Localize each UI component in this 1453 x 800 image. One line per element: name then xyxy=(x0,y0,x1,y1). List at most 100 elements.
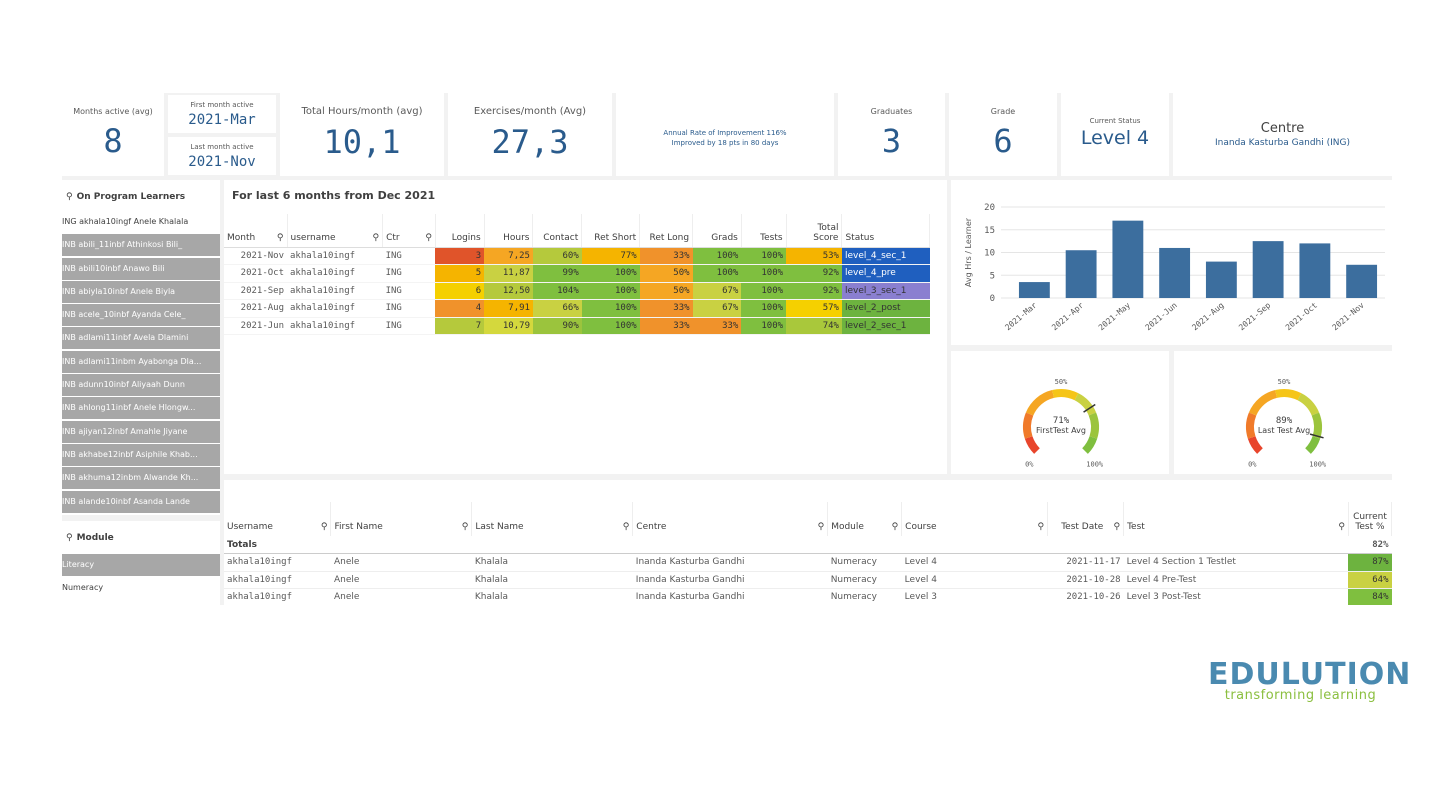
bar[interactable] xyxy=(1252,241,1284,298)
list-item[interactable]: INB acele_10inbf Ayanda Cele_ xyxy=(62,304,220,327)
list-item[interactable]: INB adlami11inbm Ayabonga Dla... xyxy=(62,350,220,373)
list-item[interactable]: ING akhala10ingf Anele Khalala xyxy=(62,211,220,233)
bar[interactable] xyxy=(1299,243,1331,298)
list-item[interactable]: Numeracy xyxy=(62,577,220,600)
column-header[interactable]: Logins xyxy=(435,214,485,248)
gauge-segment xyxy=(1311,412,1322,439)
cell-total: 57% xyxy=(786,299,842,318)
learner-filter-title: On Program Learners xyxy=(76,192,186,202)
bar[interactable] xyxy=(1205,261,1237,298)
column-header[interactable]: Username ⚲ xyxy=(224,502,332,536)
improvement-rate-text: Annual Rate of Improvement 116% xyxy=(663,129,787,137)
list-item[interactable]: INB ajiyan12inbf Amahle Jiyane xyxy=(62,420,220,443)
search-icon[interactable]: ⚲ xyxy=(461,522,469,532)
search-icon[interactable]: ⚲ xyxy=(425,232,432,243)
table-row[interactable]: 2021-Nov akhala10ingf ING 3 7,25 60% 77% 33% 100… xyxy=(224,247,930,265)
column-header-label: Module xyxy=(831,522,864,532)
cell-month: 2021-Nov xyxy=(224,247,288,265)
cell-ctr: ING xyxy=(382,264,436,283)
table-row[interactable]: akhala10ingf Anele Khalala Inanda Kasturba … xyxy=(224,588,1392,605)
brand-tagline: transforming learning xyxy=(1224,688,1377,703)
list-item[interactable]: INB akhuma12inbm Alwande Kh... xyxy=(62,467,220,490)
column-header-label: Contact xyxy=(543,232,579,243)
list-item[interactable]: INB abili_11inbf Athinkosi Bili_ xyxy=(62,234,220,257)
column-header[interactable]: Test Date ⚲ xyxy=(1047,502,1125,536)
search-icon[interactable]: ⚲ xyxy=(817,522,825,532)
list-item[interactable]: INB ahlong11inbf Anele Hlongw... xyxy=(62,397,220,420)
column-header[interactable]: Last Name ⚲ xyxy=(471,502,634,536)
search-icon[interactable]: ⚲ xyxy=(891,522,899,532)
column-header[interactable]: Total Score xyxy=(786,214,843,248)
column-header[interactable]: Month ⚲ xyxy=(224,214,288,248)
kpi-centre: Centre Inanda Kasturba Gandhi (ING) xyxy=(1173,93,1392,176)
cell-ret-long: 33% xyxy=(639,247,693,265)
search-icon[interactable]: ⚲ xyxy=(1338,522,1345,532)
kpi-value: 8 xyxy=(103,122,123,160)
totals-empty-cell xyxy=(1047,536,1124,554)
column-header-label: Ret Short xyxy=(594,232,637,243)
column-header[interactable]: Ret Short xyxy=(581,214,641,248)
column-header[interactable]: Grads xyxy=(692,214,742,248)
cell-centre: Inanda Kasturba Gandhi xyxy=(632,553,828,572)
cell-course: Level 3 xyxy=(901,588,1048,605)
search-icon[interactable]: ⚲ xyxy=(276,232,284,243)
list-item[interactable]: Literacy xyxy=(62,554,220,576)
search-icon[interactable]: ⚲ xyxy=(622,522,630,532)
cell-last-name: Khalala xyxy=(471,553,633,572)
table-row[interactable]: akhala10ingf Anele Khalala Inanda Kasturba … xyxy=(224,571,1392,589)
column-header[interactable]: Course ⚲ xyxy=(901,502,1049,536)
column-header-label: Current Test % xyxy=(1353,512,1387,532)
module-filter-header[interactable]: ⚲ Module xyxy=(62,521,220,543)
bar[interactable] xyxy=(1159,247,1191,298)
gauge-segment xyxy=(1247,436,1263,454)
column-header-label: Total Score xyxy=(813,222,839,243)
column-header[interactable]: Current Test % xyxy=(1348,502,1392,536)
cell-centre: Inanda Kasturba Gandhi xyxy=(632,571,828,589)
bar[interactable] xyxy=(1112,220,1144,298)
table-row[interactable]: 2021-Jun akhala10ingf ING 7 10,79 90% 100% 33% 3… xyxy=(224,317,930,335)
bar[interactable] xyxy=(1346,264,1378,298)
column-header[interactable]: username ⚲ xyxy=(287,214,384,248)
learner-filter-header[interactable]: ⚲ On Program Learners xyxy=(62,180,220,202)
search-icon[interactable]: ⚲ xyxy=(372,232,380,243)
improvement-points-text: Improved by 18 pts in 80 days xyxy=(671,139,779,147)
bar[interactable] xyxy=(1018,282,1050,298)
column-header[interactable]: Test ⚲ xyxy=(1123,502,1349,536)
search-icon[interactable]: ⚲ xyxy=(66,533,73,543)
column-header[interactable]: Ctr ⚲ xyxy=(382,214,436,248)
list-item[interactable]: INB akhabe12inbf Asiphile Khab... xyxy=(62,443,220,466)
column-header[interactable]: Tests xyxy=(741,214,787,248)
search-icon[interactable]: ⚲ xyxy=(1113,522,1121,532)
column-header-label: Status xyxy=(845,232,875,243)
cell-total: 92% xyxy=(786,264,842,283)
table-row[interactable]: 2021-Oct akhala10ingf ING 5 11,87 99% 100% 50% 1… xyxy=(224,264,930,283)
column-header[interactable]: Ret Long xyxy=(639,214,694,248)
column-header[interactable]: Module ⚲ xyxy=(827,502,903,536)
table-row[interactable]: akhala10ingf Anele Khalala Inanda Kasturba … xyxy=(224,553,1392,572)
monthly-table: Month ⚲ username ⚲ Ctr ⚲ Logins Hours Contact Ret… xyxy=(224,214,930,335)
column-header[interactable]: Contact xyxy=(532,214,583,248)
list-item[interactable]: INB abiyla10inbf Anele Biyla xyxy=(62,280,220,303)
column-header[interactable]: Hours xyxy=(484,214,534,248)
totals-empty-cell xyxy=(827,536,902,554)
list-item[interactable]: INB alande10inbf Asanda Lande xyxy=(62,490,220,513)
learner-list: ING akhala10ingf Anele Khalala INB abili_… xyxy=(62,211,220,513)
column-header[interactable]: Status xyxy=(841,214,930,248)
search-icon[interactable]: ⚲ xyxy=(1037,522,1045,532)
kpi-value: 27,3 xyxy=(491,123,569,161)
cell-username: akhala10ingf xyxy=(287,299,383,318)
bar[interactable] xyxy=(1065,250,1097,298)
module-filter-panel: ⚲ Module Literacy Numeracy xyxy=(62,521,220,605)
kpi-value: 2021-Mar xyxy=(188,112,256,128)
search-icon[interactable]: ⚲ xyxy=(66,192,73,202)
list-item[interactable]: INB adlami11inbf Avela Dlamini xyxy=(62,327,220,350)
list-item[interactable]: INB adunn10inbf Aliyaah Dunn xyxy=(62,374,220,397)
table-row[interactable]: 2021-Sep akhala10ingf ING 6 12,50 104% 100% 50%… xyxy=(224,282,930,300)
column-header[interactable]: Centre ⚲ xyxy=(632,502,829,536)
column-header[interactable]: First Name ⚲ xyxy=(330,502,473,536)
search-icon[interactable]: ⚲ xyxy=(320,522,328,532)
list-item[interactable]: INB abili10inbf Anawo Bili xyxy=(62,257,220,280)
table-row[interactable]: 2021-Aug akhala10ingf ING 4 7,91 66% 100% 33% 67… xyxy=(224,299,930,318)
cell-test-date: 2021-11-17 xyxy=(1047,553,1124,572)
column-header-label: Logins xyxy=(451,232,481,243)
